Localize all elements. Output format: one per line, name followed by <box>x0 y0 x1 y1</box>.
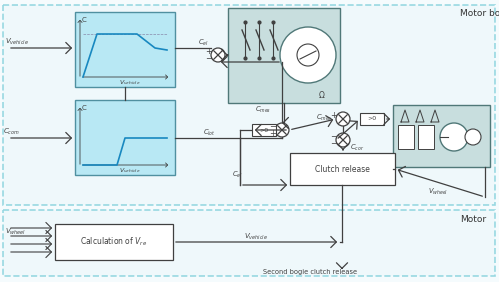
Text: $\Omega$: $\Omega$ <box>318 89 326 100</box>
Bar <box>75 12 175 87</box>
Circle shape <box>275 123 289 137</box>
Text: C: C <box>82 105 87 111</box>
Circle shape <box>211 48 225 62</box>
Text: −: − <box>330 140 337 149</box>
Text: $C_{mes}$: $C_{mes}$ <box>255 105 271 115</box>
Bar <box>228 8 340 103</box>
Text: Motor: Motor <box>460 215 486 224</box>
Text: +: + <box>206 47 213 56</box>
Text: $C_{com}$: $C_{com}$ <box>3 127 20 137</box>
Text: $C_{cor}$: $C_{cor}$ <box>350 143 364 153</box>
Text: $C_{el}$: $C_{el}$ <box>198 38 209 48</box>
Bar <box>55 224 173 260</box>
Bar <box>252 124 276 136</box>
Text: −: − <box>269 122 276 131</box>
Circle shape <box>336 133 350 147</box>
Text: $C_{el}$: $C_{el}$ <box>232 170 243 180</box>
Text: >0: >0 <box>367 116 377 122</box>
Bar <box>3 5 495 205</box>
Text: >0: >0 <box>259 127 268 133</box>
Circle shape <box>440 123 468 151</box>
Text: +: + <box>269 129 276 138</box>
Text: $C_{lot}$: $C_{lot}$ <box>203 128 216 138</box>
Bar <box>360 113 384 125</box>
Circle shape <box>336 112 350 126</box>
Text: −: − <box>330 133 337 142</box>
Circle shape <box>280 27 336 83</box>
Text: Motor bogie: Motor bogie <box>460 10 499 19</box>
Bar <box>398 125 414 149</box>
Text: $V_{vehicle}$: $V_{vehicle}$ <box>244 232 268 242</box>
Text: +: + <box>330 111 337 120</box>
Bar <box>75 100 175 175</box>
Bar <box>418 125 434 149</box>
Text: $V_{vehicle}$: $V_{vehicle}$ <box>119 167 141 175</box>
Text: −: − <box>206 54 213 63</box>
Text: Clutch release: Clutch release <box>314 164 369 173</box>
Text: Second bogie clutch release: Second bogie clutch release <box>263 269 357 275</box>
Text: $C_{mec}$: $C_{mec}$ <box>316 113 332 123</box>
Text: $V_{wheel}$: $V_{wheel}$ <box>5 227 26 237</box>
Bar <box>3 210 495 276</box>
Text: Calculation of $V_{re}$: Calculation of $V_{re}$ <box>80 236 148 248</box>
Text: $V_{vehicle}$: $V_{vehicle}$ <box>119 79 141 87</box>
Bar <box>290 153 395 185</box>
Text: $V_{vehicle}$: $V_{vehicle}$ <box>5 37 29 47</box>
Text: $V_{wheel}$: $V_{wheel}$ <box>428 187 448 197</box>
Circle shape <box>465 129 481 145</box>
Text: C: C <box>82 17 87 23</box>
Bar <box>393 105 490 167</box>
